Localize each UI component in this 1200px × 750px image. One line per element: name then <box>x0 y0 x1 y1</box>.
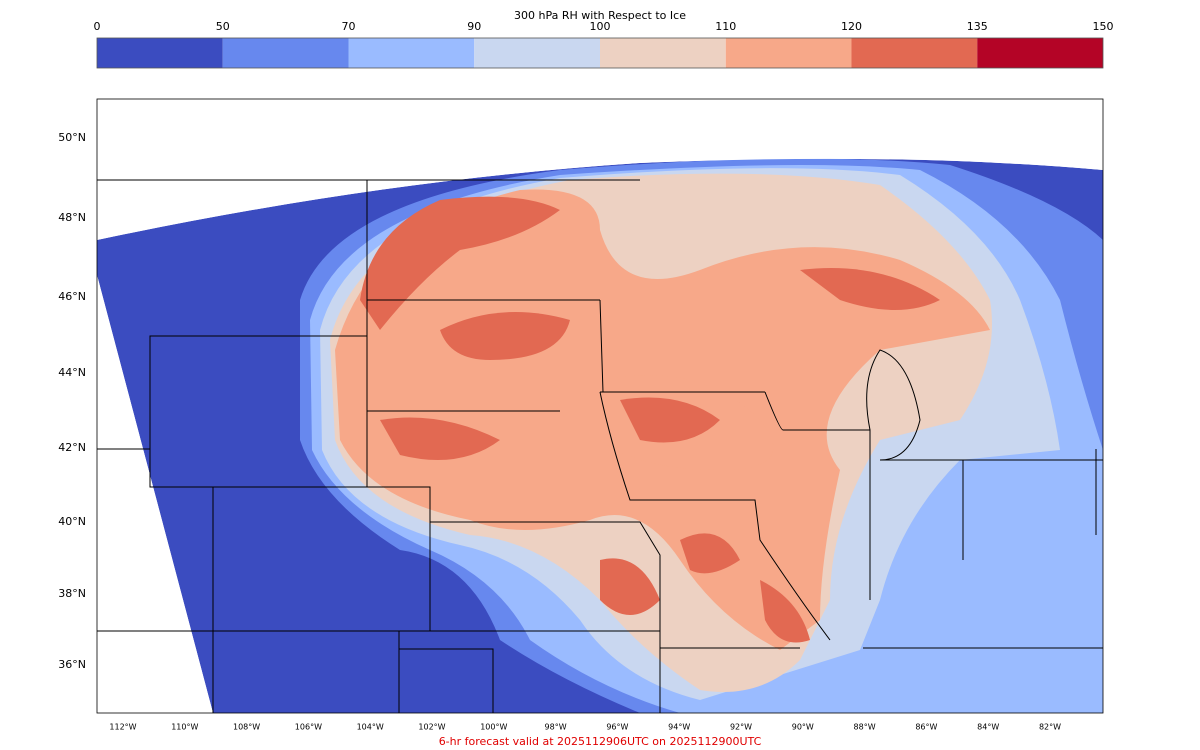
footer: 6-hr forecast valid at 2025112906UTC on … <box>439 735 762 748</box>
lon-label: 84°W <box>977 723 999 732</box>
colorbar-title: 300 hPa RH with Respect to Ice <box>514 9 686 22</box>
lon-label: 92°W <box>730 723 752 732</box>
lon-label: 108°W <box>233 723 260 732</box>
map-frame <box>96 98 1104 714</box>
colorbar-tick-label: 120 <box>841 20 862 33</box>
colorbar-tick-label: 50 <box>216 20 230 33</box>
colorbar-segment <box>348 38 475 68</box>
colorbar-tick-label: 110 <box>715 20 736 33</box>
lat-label: 38°N <box>58 587 86 600</box>
lon-label: 100°W <box>480 723 507 732</box>
lat-label: 48°N <box>58 211 86 224</box>
lon-label: 86°W <box>915 723 937 732</box>
lon-label: 94°W <box>668 723 690 732</box>
colorbar-segment <box>474 38 600 68</box>
lon-label: 82°W <box>1039 723 1061 732</box>
colorbar-tick-label: 135 <box>967 20 988 33</box>
lon-label: 90°W <box>792 723 814 732</box>
lon-label: 112°W <box>109 723 136 732</box>
colorbar-segment <box>851 38 978 68</box>
lon-label: 96°W <box>606 723 628 732</box>
colorbar-tick-label: 150 <box>1093 20 1114 33</box>
lon-label: 110°W <box>171 723 198 732</box>
colorbar-frame <box>96 37 1104 69</box>
map-field <box>97 99 1103 713</box>
colorbar-tick-label: 0 <box>94 20 101 33</box>
colorbar-tick-label: 70 <box>342 20 356 33</box>
lat-label: 40°N <box>58 515 86 528</box>
colorbar-segment <box>600 38 726 68</box>
lat-labels: 50°N 48°N 46°N 44°N 42°N 40°N 38°N 36°N <box>58 131 86 671</box>
lon-label: 88°W <box>854 723 876 732</box>
lat-label: 46°N <box>58 290 86 303</box>
colorbar-segment <box>222 38 349 68</box>
lat-label: 42°N <box>58 441 86 454</box>
lon-labels: 112°W 110°W 108°W 106°W 104°W 102°W 100°W 98°W 9… <box>109 723 1061 732</box>
lat-label: 44°N <box>58 366 86 379</box>
colorbar: 0 50 70 90 100 110 120 135 150 <box>94 20 1114 69</box>
colorbar-segment <box>977 38 1103 68</box>
lat-label: 50°N <box>58 131 86 144</box>
colorbar-segment <box>97 38 223 68</box>
colorbar-tick-label: 100 <box>590 20 611 33</box>
colorbar-segment <box>725 38 852 68</box>
lat-label: 36°N <box>58 658 86 671</box>
lon-label: 102°W <box>418 723 445 732</box>
lon-label: 98°W <box>545 723 567 732</box>
colorbar-tick-label: 90 <box>467 20 481 33</box>
lon-label: 106°W <box>295 723 322 732</box>
lon-label: 104°W <box>357 723 384 732</box>
